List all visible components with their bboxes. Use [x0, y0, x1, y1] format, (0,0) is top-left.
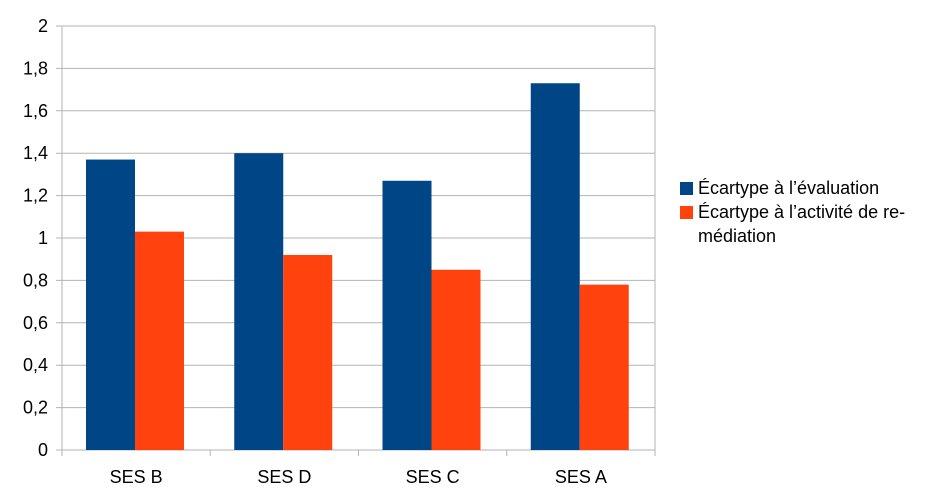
- bars: [86, 83, 629, 451]
- bar-evaluation-ses-a: [530, 83, 580, 451]
- y-tick-label: 1,8: [23, 58, 48, 78]
- bar-evaluation-ses-b: [86, 159, 135, 450]
- tick-labels: 0 0,2 0,4 0,6 0,8 1 1,2 1,4 1,6 1,8 2 SES B SES D SES…: [23, 16, 607, 487]
- x-tick-label: SES A: [555, 467, 607, 484]
- bar-evaluation-ses-c: [382, 180, 432, 450]
- y-tick-label: 1: [38, 228, 48, 248]
- legend-label-evaluation: Écartype à l’évaluation: [698, 178, 880, 198]
- x-tick-label: SES D: [257, 467, 311, 484]
- y-tick-label: 0,6: [23, 313, 48, 333]
- legend-item-remediation: Écartype à l’activité de re-médiation: [680, 200, 945, 248]
- legend-item-evaluation: Écartype à l’évaluation: [680, 176, 945, 200]
- legend: Écartype à l’évaluation Écartype à l’act…: [680, 176, 945, 248]
- bar-remediation-ses-b: [135, 231, 184, 450]
- y-tick-label: 1,4: [23, 143, 48, 163]
- legend-swatch-remediation: [680, 206, 693, 219]
- bar-evaluation-ses-d: [234, 153, 284, 450]
- bar-remediation-ses-d: [283, 254, 333, 450]
- legend-label-remediation: Écartype à l’activité de re-médiation: [698, 202, 906, 246]
- bar-remediation-ses-a: [579, 284, 629, 450]
- y-tick-label: 0,4: [23, 355, 48, 375]
- bar-remediation-ses-c: [431, 269, 481, 450]
- y-tick-label: 2: [38, 16, 48, 36]
- y-tick-label: 0,8: [23, 270, 48, 290]
- y-tick-label: 0,2: [23, 398, 48, 418]
- y-tick-label: 0: [38, 440, 48, 460]
- y-tick-label: 1,2: [23, 186, 48, 206]
- x-tick-label: SES C: [406, 467, 460, 484]
- x-tick-label: SES B: [110, 467, 163, 484]
- legend-swatch-evaluation: [680, 182, 693, 195]
- y-tick-label: 1,6: [23, 101, 48, 121]
